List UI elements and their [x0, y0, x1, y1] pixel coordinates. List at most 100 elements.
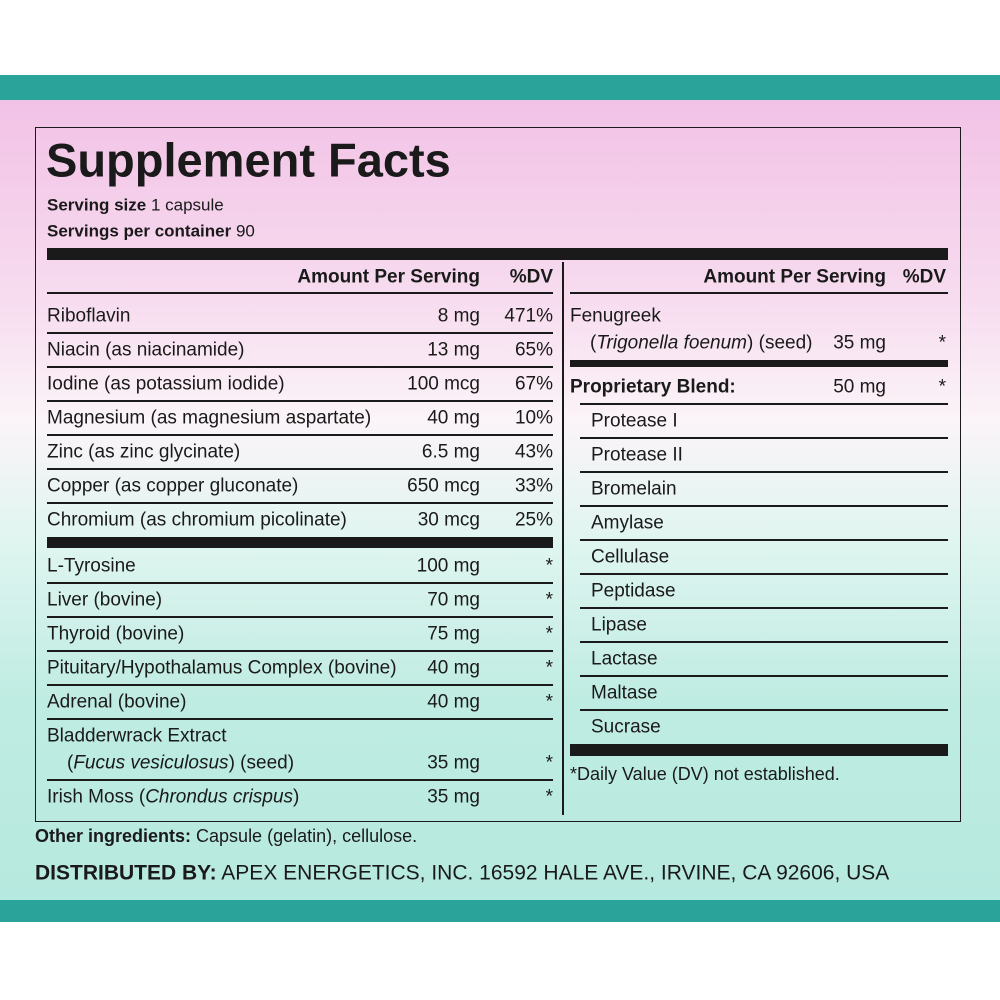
amount: 40 mg — [427, 691, 480, 713]
daily-value: * — [545, 657, 553, 679]
ingredient-name: Thyroid (bovine) — [47, 625, 184, 644]
name-part: Iodine (as potassium iodide) — [47, 373, 285, 395]
daily-value: 25% — [514, 509, 553, 531]
bottom-band — [0, 900, 1000, 922]
name-part: Copper (as copper gluconate) — [47, 475, 299, 497]
name-part: L-Tyrosine — [47, 555, 136, 577]
daily-value: * — [545, 786, 553, 808]
daily-value: 471% — [504, 305, 553, 327]
ingredient-name: Irish Moss (Chrondus crispus) — [47, 788, 299, 807]
daily-value: 43% — [514, 441, 553, 463]
thick-rule — [570, 744, 948, 756]
name-part: Riboflavin — [47, 305, 131, 327]
component-name: Amylase — [591, 512, 664, 534]
footnote: *Daily Value (DV) not established. — [570, 764, 840, 784]
ingredient-name: Riboflavin — [47, 307, 130, 326]
serving-label: Serving size — [47, 195, 147, 215]
rule — [580, 505, 948, 507]
daily-value: 33% — [514, 475, 553, 497]
daily-value: * — [545, 752, 553, 774]
name-part: ( — [67, 752, 74, 774]
amount: 650 mcg — [407, 475, 480, 497]
ingredient-name: Copper (as copper gluconate) — [47, 477, 298, 496]
component-name: Lactase — [591, 648, 658, 670]
row-rule — [47, 434, 553, 436]
other-value: Capsule (gelatin), cellulose. — [196, 826, 418, 846]
amount: 40 mg — [427, 407, 480, 429]
daily-value: 67% — [514, 373, 553, 395]
rule — [580, 471, 948, 473]
facts-box — [35, 127, 961, 822]
thick-rule — [47, 537, 553, 548]
component-name: Sucrase — [591, 716, 661, 738]
component-name: Peptidase — [591, 580, 676, 602]
component-name: Maltase — [591, 682, 658, 704]
name-part: Fenugreek — [570, 305, 661, 327]
name-part: Proprietary Blend: — [570, 376, 736, 398]
ingredient-name: Liver (bovine) — [47, 591, 162, 610]
thick-rule — [570, 360, 948, 367]
amount: 100 mg — [416, 555, 480, 577]
row-rule — [47, 332, 553, 334]
rule — [580, 709, 948, 711]
daily-value: * — [938, 376, 946, 398]
name-part: Irish Moss ( — [47, 786, 146, 808]
name-part: Niacin (as niacinamide) — [47, 339, 245, 361]
serving-value: 1 capsule — [150, 195, 224, 215]
ingredient-name: Fenugreek — [570, 307, 661, 326]
amount: 8 mg — [437, 305, 480, 327]
latin-name: Chrondus crispus — [145, 786, 294, 808]
amount: 50 mg — [833, 376, 886, 398]
header-rule — [570, 292, 948, 294]
distributor-value: APEX ENERGETICS, INC. 16592 HALE AVE., I… — [221, 861, 890, 885]
daily-value: * — [545, 589, 553, 611]
rule — [580, 539, 948, 541]
row-rule — [47, 650, 553, 652]
rule — [580, 437, 948, 439]
name-part: ) — [293, 786, 300, 808]
amount: 30 mcg — [417, 509, 480, 531]
row-rule — [47, 502, 553, 504]
header-rule — [47, 292, 553, 294]
row-rule — [47, 400, 553, 402]
column-divider — [562, 262, 564, 815]
ingredient-name: Iodine (as potassium iodide) — [47, 375, 285, 394]
name-part: ) (seed) — [228, 752, 295, 774]
ingredient-name: Proprietary Blend: — [570, 378, 736, 397]
ingredient-name: Niacin (as niacinamide) — [47, 341, 244, 360]
amount: 100 mcg — [407, 373, 480, 395]
component-name: Lipase — [591, 614, 647, 636]
daily-value: * — [938, 332, 946, 354]
ingredient-name: Magnesium (as magnesium aspartate) — [47, 409, 371, 428]
latin-name: Trigonella foenum — [596, 332, 748, 354]
daily-value: 65% — [514, 339, 553, 361]
distributor-label: DISTRIBUTED BY: — [35, 861, 217, 885]
rule — [580, 641, 948, 643]
row-rule — [47, 779, 553, 781]
title: Supplement Facts — [46, 133, 451, 187]
header-dv: %DV — [509, 266, 553, 288]
row-rule — [47, 366, 553, 368]
row-rule — [47, 582, 553, 584]
serving-label: Servings per container — [47, 221, 232, 241]
component-name: Protease I — [591, 410, 678, 432]
serving-line: Servings per container 90 — [47, 223, 255, 240]
amount: 6.5 mg — [421, 441, 480, 463]
row-rule — [47, 684, 553, 686]
ingredient-name: Zinc (as zinc glycinate) — [47, 443, 240, 462]
thick-rule — [47, 248, 948, 260]
daily-value: * — [545, 555, 553, 577]
serving-value: 90 — [235, 221, 255, 241]
ingredient-name: Adrenal (bovine) — [47, 693, 186, 712]
rule — [580, 403, 948, 405]
name-part: Magnesium (as magnesium aspartate) — [47, 407, 372, 429]
name-part: ( — [590, 332, 597, 354]
component-name: Protease II — [591, 444, 683, 466]
ingredient-name: (Trigonella foenum) (seed) — [590, 334, 812, 353]
amount: 75 mg — [427, 623, 480, 645]
amount: 35 mg — [427, 786, 480, 808]
other-label: Other ingredients: — [35, 826, 192, 846]
ingredient-name: Bladderwrack Extract — [47, 727, 227, 746]
latin-name: Fucus vesiculosus — [73, 752, 229, 774]
ingredient-name: (Fucus vesiculosus) (seed) — [67, 754, 294, 773]
